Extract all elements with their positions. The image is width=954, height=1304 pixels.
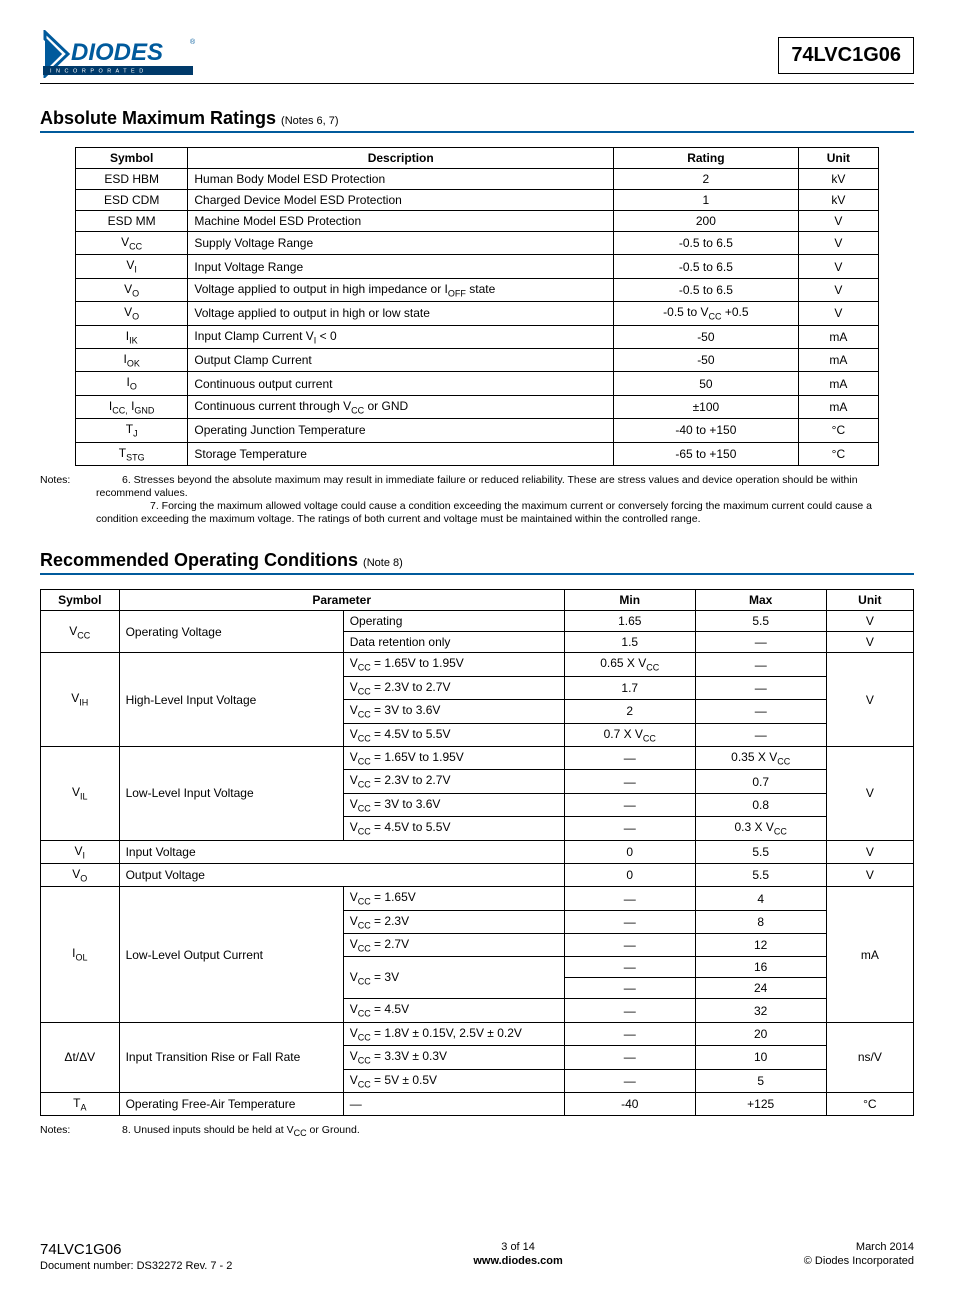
col-header: Description [188, 148, 614, 169]
logo: DIODES ® I N C O R P O R A T E D [40, 30, 220, 81]
table-row: ESD MMMachine Model ESD Protection200V [75, 211, 878, 232]
table-row: IIKInput Clamp Current VI < 0-50mA [75, 325, 878, 348]
recommended-conditions-table: Symbol Parameter Min Max Unit VCC Operat… [40, 589, 914, 1116]
section2-title: Recommended Operating Conditions (Note 8… [40, 546, 914, 575]
footer-left: 74LVC1G06 Document number: DS32272 Rev. … [40, 1240, 232, 1274]
table-row: IOContinuous output current50mA [75, 372, 878, 395]
table-row: VOVoltage applied to output in high or l… [75, 302, 878, 325]
table-row: TJOperating Junction Temperature-40 to +… [75, 419, 878, 442]
col-header: Rating [614, 148, 799, 169]
page-header: DIODES ® I N C O R P O R A T E D 74LVC1G… [40, 30, 914, 84]
col-header: Unit [798, 148, 878, 169]
svg-text:®: ® [190, 38, 196, 46]
col-symbol: Symbol [41, 590, 120, 611]
abs-max-ratings-table: SymbolDescriptionRatingUnitESD HBMHuman … [75, 147, 879, 466]
page-footer: 74LVC1G06 Document number: DS32272 Rev. … [40, 1240, 914, 1274]
table-row: VOVoltage applied to output in high impe… [75, 278, 878, 301]
table-row: ESD CDMCharged Device Model ESD Protecti… [75, 190, 878, 211]
table-row: IOKOutput Clamp Current-50mA [75, 348, 878, 371]
footer-mid: 3 of 14 www.diodes.com [473, 1240, 562, 1274]
svg-text:DIODES: DIODES [71, 39, 163, 66]
section1-title: Absolute Maximum Ratings (Notes 6, 7) [40, 104, 914, 133]
table-row: VIInput Voltage Range-0.5 to 6.5V [75, 255, 878, 278]
col-max: Max [695, 590, 826, 611]
table-row: TSTGStorage Temperature-65 to +150°C [75, 442, 878, 465]
part-number-box: 74LVC1G06 [778, 37, 914, 74]
table-row: VCCSupply Voltage Range-0.5 to 6.5V [75, 232, 878, 255]
col-unit: Unit [826, 590, 913, 611]
section1-notes: Notes:6. Stresses beyond the absolute ma… [68, 474, 914, 527]
table-row: ICC, IGNDContinuous current through VCC … [75, 395, 878, 418]
svg-text:I N C O R P O R A T E D: I N C O R P O R A T E D [50, 69, 145, 75]
col-header: Symbol [75, 148, 187, 169]
table-row: ESD HBMHuman Body Model ESD Protection2k… [75, 169, 878, 190]
footer-right: March 2014 © Diodes Incorporated [804, 1240, 914, 1274]
section2-notes: Notes:8. Unused inputs should be held at… [68, 1124, 914, 1139]
col-min: Min [564, 590, 695, 611]
col-parameter: Parameter [119, 590, 564, 611]
